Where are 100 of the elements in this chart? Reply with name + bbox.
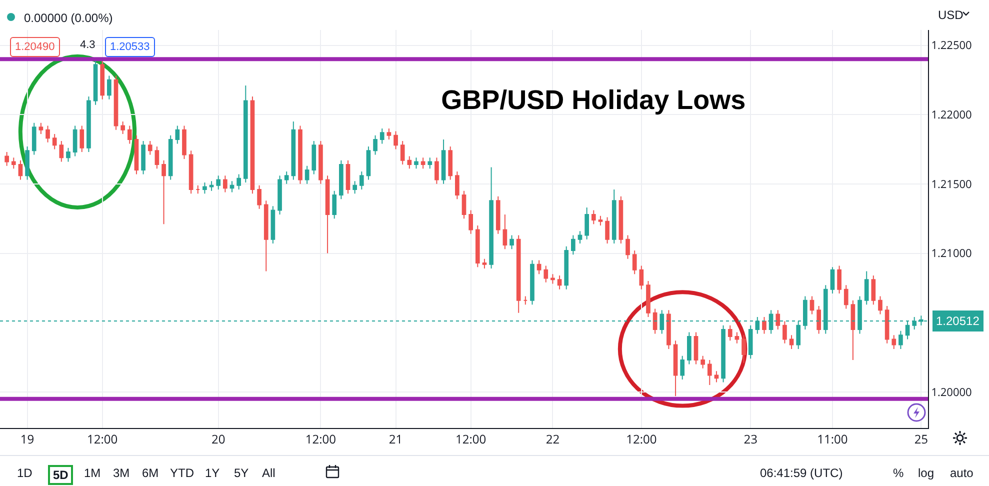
candlestick [536,260,542,275]
candlestick [80,125,84,153]
candlestick [107,75,112,100]
text: YTD [170,465,194,481]
candlestick [468,210,473,234]
candlestick [120,121,125,135]
candlestick [182,125,186,160]
candlestick [32,122,36,156]
candlestick [236,174,241,190]
candlestick [714,370,719,383]
text: auto [950,465,974,481]
candlestick [407,156,412,170]
x-tick-label: 20 [211,430,226,448]
candlestick [18,160,23,180]
candlestick [278,175,282,215]
candlestick [530,260,534,306]
candlestick [448,146,453,180]
candlestick [700,355,705,369]
y-tick-label: 1.21000 [931,246,972,262]
candlestick [66,147,70,162]
candlestick [571,234,576,256]
candlestick [864,270,869,306]
candlestick [782,320,787,344]
candlestick [230,180,234,193]
y-tick-label: 1.20000 [931,384,972,400]
candlestick [72,125,78,157]
candlestick [394,130,398,150]
text: 1Y [205,465,220,481]
text: 1D [17,465,32,481]
candlestick [482,258,487,270]
x-tick-label: 19 [20,430,34,448]
candlestick [605,216,610,244]
candlestick [578,230,582,244]
ref-line-label: 1.20512 [936,314,980,328]
candlestick [837,265,842,294]
candlestick [175,125,180,144]
candlestick [475,225,480,268]
candlestick [11,157,16,170]
annotation: 1.20490 [10,37,60,57]
candlestick [810,296,814,315]
candlestick [38,122,44,135]
candlestick [46,125,50,143]
text: % [893,465,904,481]
candlestick [188,150,194,194]
text: All [262,465,276,481]
x-tick-label: 22 [546,430,560,448]
candlestick [871,274,876,306]
text: 0.00000 (0.00%) [24,10,113,26]
candlestick [304,165,310,184]
candlestick [386,128,392,140]
candlestick [312,140,316,175]
candlestick [584,207,589,240]
candlestick [154,146,160,170]
candlestick [694,332,698,365]
candlestick [148,140,152,156]
candlestick [168,134,173,180]
candlestick [550,274,555,284]
candlestick [502,214,508,250]
candlestick [209,180,214,192]
text: log [918,465,934,481]
candlestick [830,266,835,294]
candlestick [496,196,500,234]
text: 6M [142,465,159,481]
candlestick [339,160,344,200]
candlestick [523,296,528,306]
candlestick [223,175,228,193]
candlestick [243,84,248,184]
candlestick [626,234,630,260]
candlestick [100,60,105,100]
candlestick [489,166,494,270]
candlestick [728,324,732,342]
x-tick-label: 21 [388,430,403,448]
x-tick-label: 23 [744,430,758,448]
text: 1M [84,465,101,481]
candlestick [898,330,903,350]
candlestick [748,324,753,360]
candlestick [544,265,548,283]
candlestick [721,324,726,383]
candlestick [510,234,514,250]
candlestick [762,316,766,334]
candlestick [318,140,323,184]
candlestick [591,210,596,225]
candlestick [666,310,671,350]
candlestick [325,175,330,254]
y-tick-label: 1.21500 [931,176,972,192]
candlestick [646,280,650,318]
x-tick-label: 12:00 [305,430,336,448]
candlestick [366,146,371,180]
candlestick [93,60,98,106]
candlestick [359,170,364,190]
candlestick [257,184,262,210]
candlestick [564,246,569,290]
candlestick [202,182,207,194]
candlestick [162,160,166,225]
candlestick [455,170,460,200]
candlestick [59,140,64,162]
candlestick [878,296,882,315]
candlestick [734,332,740,344]
candlestick [673,340,678,397]
text: GBP/USD Holiday Lows [441,85,746,116]
